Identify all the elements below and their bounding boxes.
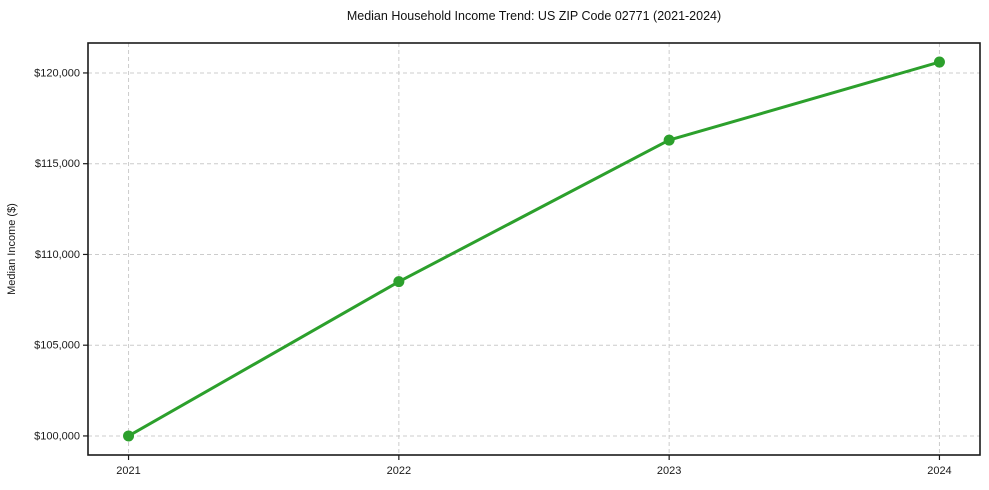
y-tick-label: $115,000 (35, 158, 80, 170)
y-axis-label: Median Income ($) (6, 203, 18, 295)
y-tick-label: $100,000 (34, 430, 80, 442)
data-point-2021 (123, 430, 135, 442)
data-point-2024 (933, 56, 945, 68)
x-tick-label: 2022 (387, 465, 411, 477)
plot-border (87, 42, 981, 456)
y-tick-label: $105,000 (34, 340, 80, 352)
y-tick-label: $110,000 (35, 249, 80, 261)
x-tick-label: 2024 (927, 465, 951, 477)
data-point-2023 (663, 134, 675, 146)
x-tick-label: 2023 (657, 465, 681, 477)
chart-title: Median Household Income Trend: US ZIP Co… (347, 9, 721, 23)
y-tick-label: $120,000 (34, 67, 80, 79)
data-point-2022 (393, 276, 405, 288)
trend-line (127, 60, 941, 438)
x-tick-label: 2021 (116, 465, 140, 477)
